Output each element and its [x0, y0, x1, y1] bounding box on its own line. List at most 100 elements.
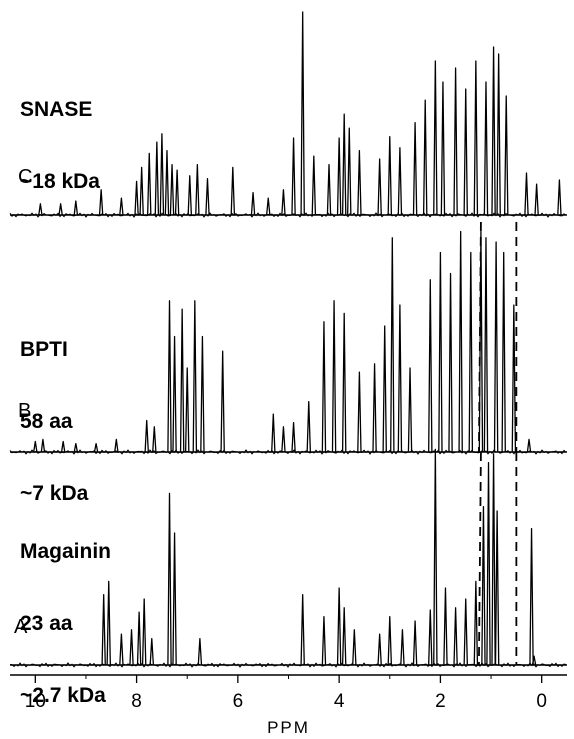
peak-c-18 — [265, 197, 271, 216]
peak-a-0 — [101, 593, 106, 666]
peak-b-9 — [172, 335, 177, 453]
peak-a-5 — [141, 598, 147, 666]
peak-c-28 — [377, 158, 382, 216]
peak-a-30 — [531, 655, 537, 666]
peak-c-40 — [496, 53, 501, 216]
reference-dashed-lines — [478, 221, 518, 666]
peak-a-27 — [491, 453, 496, 666]
x-tick-label-10: 10 — [25, 691, 46, 712]
peak-b-14 — [220, 350, 225, 453]
peak-a-7 — [167, 492, 172, 666]
peak-c-5 — [134, 180, 139, 216]
peak-b-6 — [144, 419, 149, 453]
peak-c-7 — [147, 152, 152, 216]
peak-c-14 — [195, 163, 200, 216]
peak-a-2 — [119, 633, 124, 666]
x-tick-label-8: 8 — [131, 691, 142, 712]
peak-b-7 — [152, 426, 157, 453]
peak-a-6 — [149, 637, 155, 666]
peak-a-14 — [352, 629, 357, 666]
peak-b-23 — [372, 363, 377, 453]
peak-c-33 — [433, 60, 438, 216]
peak-a-20 — [433, 448, 438, 666]
peak-a-23 — [463, 598, 468, 666]
peak-b-24 — [382, 325, 387, 453]
baseline-noise-b — [9, 449, 567, 455]
peak-a-21 — [443, 587, 448, 666]
peak-c-0 — [38, 203, 43, 216]
peak-b-25 — [390, 237, 395, 453]
peak-b-1 — [40, 438, 46, 453]
spectrum-letter-b: B — [18, 400, 32, 422]
peak-a-25 — [481, 505, 486, 666]
peak-a-17 — [400, 629, 405, 666]
peak-c-23 — [326, 163, 332, 216]
peak-b-5 — [114, 438, 119, 453]
peak-c-10 — [164, 149, 170, 216]
peak-c-16 — [230, 166, 236, 216]
peak-b-31 — [458, 230, 463, 453]
peak-c-6 — [139, 166, 144, 216]
peak-c-2 — [73, 200, 79, 216]
peak-b-26 — [397, 304, 403, 453]
label-b-line-1: BPTI — [20, 338, 68, 361]
spectrum-label-a: Magainin 23 aa ~2.7 kDa — [20, 492, 111, 732]
peak-b-2 — [60, 440, 66, 453]
spectra-traces — [9, 11, 567, 668]
peak-b-18 — [306, 400, 312, 453]
peak-c-4 — [119, 197, 124, 216]
peak-c-32 — [422, 99, 428, 216]
peak-c-34 — [440, 81, 446, 216]
peak-c-13 — [187, 175, 193, 216]
peak-c-29 — [387, 135, 393, 216]
peak-a-10 — [300, 593, 305, 666]
x-tick-label-6: 6 — [233, 691, 244, 712]
peak-b-37 — [511, 304, 517, 453]
peak-a-15 — [377, 633, 382, 666]
dashed-line-b-c-0 — [478, 221, 482, 453]
x-tick-label-0: 0 — [536, 691, 547, 712]
peak-c-1 — [58, 203, 63, 216]
peak-b-28 — [428, 279, 433, 453]
peak-c-35 — [453, 67, 458, 216]
peak-a-16 — [387, 615, 393, 666]
peak-c-30 — [397, 147, 403, 216]
peak-a-13 — [341, 607, 347, 666]
peak-b-32 — [468, 251, 474, 453]
label-b-line-3: ~7 kDa — [20, 482, 89, 505]
peak-c-8 — [154, 141, 160, 216]
peak-b-29 — [438, 251, 443, 453]
peak-c-19 — [281, 189, 286, 216]
peak-a-19 — [428, 609, 433, 666]
peak-b-15 — [271, 413, 276, 453]
peak-b-16 — [281, 426, 286, 453]
peak-c-43 — [534, 183, 539, 216]
spectrum-letter-c: C — [18, 166, 33, 188]
peak-c-20 — [291, 137, 296, 216]
peak-b-11 — [184, 367, 190, 453]
peak-a-26 — [486, 461, 491, 666]
peak-a-11 — [321, 615, 327, 666]
peak-b-17 — [291, 421, 296, 453]
peak-b-27 — [407, 367, 413, 453]
label-c-line-1: SNASE — [20, 98, 93, 121]
peak-c-44 — [557, 179, 562, 216]
x-tick-label-4: 4 — [334, 691, 345, 712]
label-a-line-2: 23 aa — [20, 612, 73, 635]
peak-b-0 — [33, 440, 38, 453]
x-axis: 10 8 6 4 2 0 PPM — [10, 674, 567, 737]
peak-b-4 — [93, 442, 99, 453]
peak-a-24 — [473, 580, 479, 666]
peak-c-25 — [341, 113, 347, 216]
peak-b-36 — [501, 251, 506, 453]
peak-b-8 — [167, 300, 172, 453]
peak-a-28 — [494, 510, 500, 666]
peak-b-12 — [192, 300, 198, 453]
peak-b-22 — [357, 371, 362, 453]
label-a-line-3: ~2.7 kDa — [20, 684, 106, 707]
peak-c-11 — [169, 163, 175, 216]
peak-a-4 — [136, 611, 142, 666]
peak-b-30 — [448, 272, 453, 453]
peak-a-22 — [453, 607, 458, 666]
